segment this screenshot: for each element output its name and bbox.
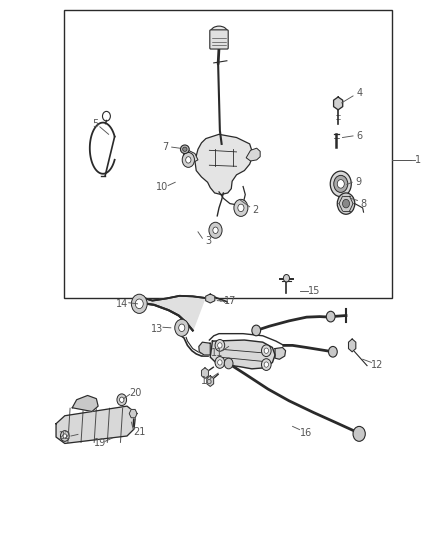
Circle shape <box>186 157 191 163</box>
Text: 14: 14 <box>116 299 128 309</box>
Circle shape <box>330 171 351 197</box>
Text: 15: 15 <box>308 286 321 296</box>
Text: 9: 9 <box>355 177 361 187</box>
Text: 18: 18 <box>201 376 213 385</box>
Circle shape <box>215 340 225 351</box>
Text: 20: 20 <box>130 389 142 398</box>
Circle shape <box>135 299 143 309</box>
Text: 10: 10 <box>156 182 168 191</box>
Circle shape <box>326 311 335 322</box>
Text: 8: 8 <box>360 199 367 208</box>
Polygon shape <box>129 409 137 418</box>
Circle shape <box>337 193 355 214</box>
Circle shape <box>63 434 67 438</box>
Circle shape <box>328 346 337 357</box>
Circle shape <box>264 362 268 367</box>
Circle shape <box>179 324 185 332</box>
Polygon shape <box>210 340 275 369</box>
Polygon shape <box>56 406 136 443</box>
Circle shape <box>131 294 147 313</box>
Text: 2: 2 <box>252 205 258 215</box>
Text: 11: 11 <box>211 348 223 358</box>
Circle shape <box>353 426 365 441</box>
Circle shape <box>218 343 222 348</box>
Bar <box>64 10 392 298</box>
Polygon shape <box>206 294 215 303</box>
Circle shape <box>343 199 350 208</box>
Circle shape <box>213 227 218 233</box>
Polygon shape <box>349 339 356 352</box>
Circle shape <box>334 175 348 192</box>
FancyBboxPatch shape <box>210 30 228 49</box>
Circle shape <box>337 180 344 188</box>
Circle shape <box>175 319 189 336</box>
Circle shape <box>252 325 261 336</box>
Circle shape <box>215 357 225 368</box>
Polygon shape <box>195 134 253 195</box>
Text: 5: 5 <box>92 119 99 128</box>
Text: 6: 6 <box>356 131 362 141</box>
Polygon shape <box>183 150 198 163</box>
Text: 1: 1 <box>415 155 421 165</box>
Polygon shape <box>201 368 208 378</box>
Text: 17: 17 <box>224 296 236 306</box>
Circle shape <box>238 204 244 212</box>
Circle shape <box>234 199 248 216</box>
Circle shape <box>264 348 268 353</box>
Text: 16: 16 <box>300 428 312 438</box>
Circle shape <box>117 394 127 406</box>
Polygon shape <box>199 342 210 355</box>
Polygon shape <box>72 395 98 411</box>
Text: 21: 21 <box>133 427 145 437</box>
Circle shape <box>218 360 222 365</box>
Circle shape <box>182 152 194 167</box>
Text: 22: 22 <box>59 431 71 441</box>
Ellipse shape <box>180 145 189 154</box>
Ellipse shape <box>183 147 187 151</box>
Text: 4: 4 <box>356 88 362 98</box>
Circle shape <box>261 359 271 370</box>
Circle shape <box>261 345 271 357</box>
Text: 19: 19 <box>94 439 106 448</box>
Circle shape <box>283 274 290 282</box>
Circle shape <box>120 397 124 402</box>
Text: 12: 12 <box>371 360 384 369</box>
Circle shape <box>224 358 233 369</box>
Ellipse shape <box>211 26 227 38</box>
Polygon shape <box>246 148 260 161</box>
Polygon shape <box>275 348 286 359</box>
Text: 7: 7 <box>162 142 168 152</box>
Text: 13: 13 <box>151 325 163 334</box>
Circle shape <box>209 222 222 238</box>
Text: 3: 3 <box>205 236 212 246</box>
Polygon shape <box>145 296 205 330</box>
Circle shape <box>60 431 69 441</box>
Polygon shape <box>334 97 343 110</box>
Polygon shape <box>207 376 214 386</box>
